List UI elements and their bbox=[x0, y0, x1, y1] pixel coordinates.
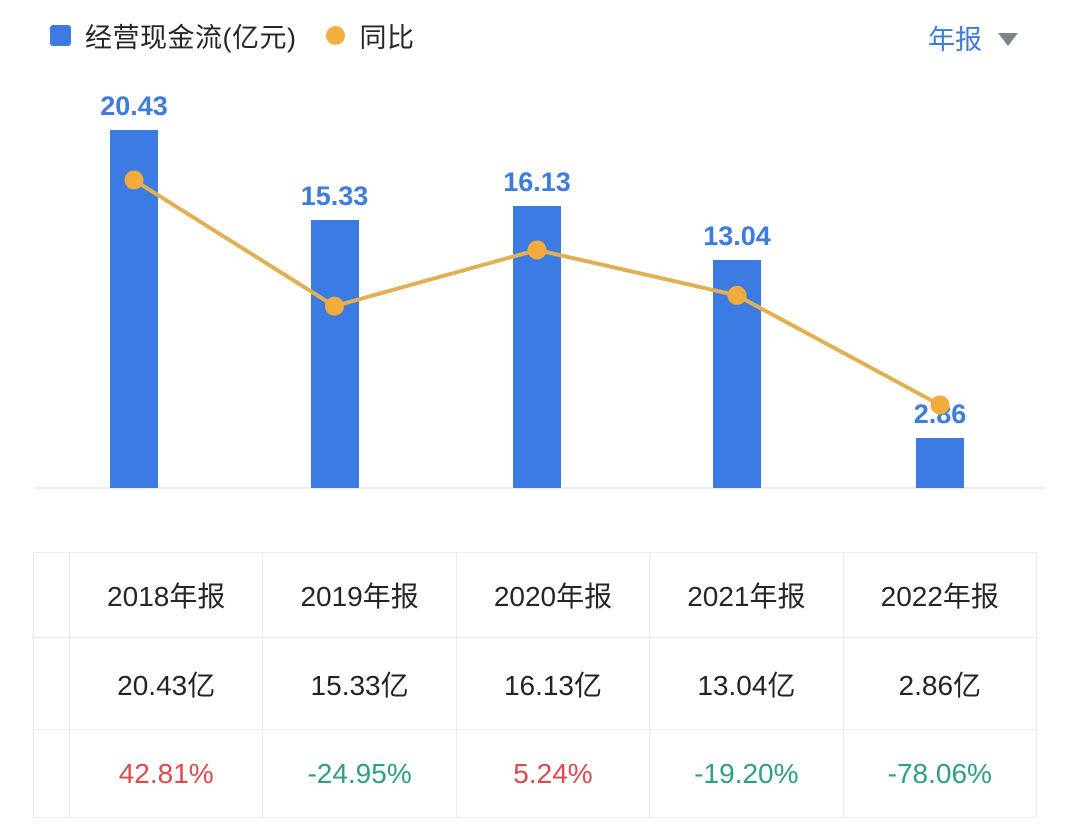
table-header[interactable]: 2018年报 bbox=[68, 552, 264, 638]
row-icon-cell bbox=[33, 729, 70, 818]
table-row-cashflow: 20.43亿 15.33亿 16.13亿 13.04亿 2.86亿 bbox=[33, 637, 1038, 730]
bar-value-label: 13.04 bbox=[703, 220, 771, 251]
cashflow-cell: 20.43亿 bbox=[68, 637, 264, 730]
table-corner-cell bbox=[33, 552, 70, 638]
bar-2021年报[interactable] bbox=[713, 259, 761, 488]
yoy-cell: -24.95% bbox=[262, 729, 457, 818]
cashflow-cell: 15.33亿 bbox=[262, 637, 457, 730]
yoy-cell: 5.24% bbox=[455, 729, 651, 818]
bar-value-label: 15.33 bbox=[300, 180, 369, 211]
cashflow-cell: 13.04亿 bbox=[649, 637, 844, 730]
table-header[interactable]: 2022年报 bbox=[842, 552, 1038, 638]
bar-2019年报[interactable] bbox=[310, 219, 359, 488]
bar-2022年报[interactable] bbox=[916, 437, 964, 488]
cashflow-cell: 16.13亿 bbox=[455, 637, 651, 730]
chart-legend: 经营现金流(亿元) 同比 bbox=[50, 16, 414, 55]
table-header[interactable]: 2021年报 bbox=[649, 552, 844, 638]
bar-value-label: 16.13 bbox=[503, 166, 571, 197]
bar-value-label: 2.86 bbox=[913, 398, 967, 429]
chevron-down-icon[interactable] bbox=[998, 33, 1018, 46]
table-row-yoy: 42.81% -24.95% 5.24% -19.20% -78.06% bbox=[33, 729, 1038, 818]
bar-line-chart: 20.43 15.33 16.13 13.04 2.86 bbox=[35, 91, 1045, 489]
row-icon-cell bbox=[33, 637, 70, 730]
table-header[interactable]: 2020年报 bbox=[455, 552, 651, 638]
period-selector[interactable]: 年报 bbox=[928, 18, 1018, 57]
yoy-cell: -19.20% bbox=[649, 729, 844, 818]
bar-value-label: 20.43 bbox=[100, 91, 168, 122]
bar-2020年报[interactable] bbox=[513, 205, 561, 488]
legend-line-series-label: 同比 bbox=[359, 23, 415, 53]
data-table: 2018年报 2019年报 2020年报 2021年报 2022年报 20.43… bbox=[33, 552, 1038, 818]
period-selector-label[interactable]: 年报 bbox=[928, 25, 982, 55]
x-axis-baseline bbox=[35, 487, 1045, 489]
yoy-cell: 42.81% bbox=[68, 729, 264, 818]
legend-bar-series-label: 经营现金流(亿元) bbox=[85, 23, 297, 53]
cashflow-cell: 2.86亿 bbox=[842, 637, 1038, 730]
legend-bar-series-icon bbox=[50, 25, 71, 46]
table-header-row: 2018年报 2019年报 2020年报 2021年报 2022年报 bbox=[33, 552, 1038, 638]
table-header[interactable]: 2019年报 bbox=[262, 552, 457, 638]
yoy-cell: -78.06% bbox=[842, 729, 1038, 818]
bar-2018年报[interactable] bbox=[110, 130, 158, 488]
legend-line-series-icon bbox=[326, 26, 346, 45]
